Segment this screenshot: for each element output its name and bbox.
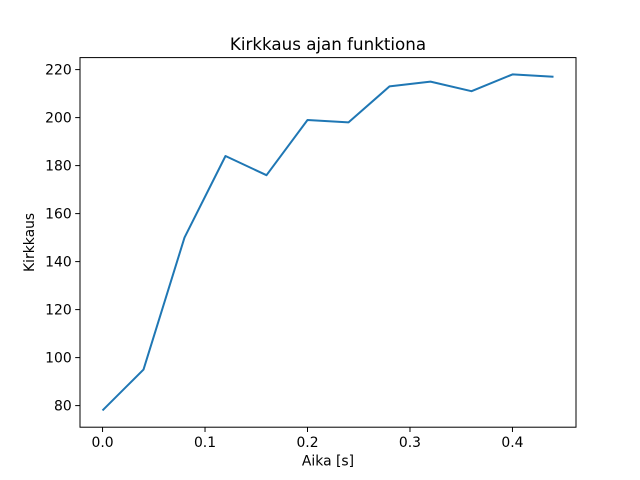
chart-title: Kirkkaus ajan funktiona [230,34,426,54]
y-axis-ticks: 80 100 120 140 160 180 200 220 [45,63,80,415]
y-tick-label: 100 [45,351,72,367]
x-axis-label: Aika [s] [302,454,354,470]
y-tick-label: 140 [45,255,72,271]
y-tick-label: 120 [45,303,72,319]
x-tick-label: 0.0 [91,435,113,451]
y-tick-label: 200 [45,111,72,127]
y-tick-label: 220 [45,63,72,79]
x-tick-label: 0.3 [399,435,421,451]
plot-frame [79,57,577,428]
x-tick-label: 0.2 [296,435,318,451]
data-series-line [101,73,554,412]
x-tick-label: 0.1 [194,435,216,451]
y-tick-label: 180 [45,159,72,175]
y-axis-label: Kirkkaus [22,213,38,272]
y-tick-label: 80 [54,399,72,415]
x-axis-ticks: 0.0 0.1 0.2 0.3 0.4 [91,427,524,451]
y-tick-label: 160 [45,207,72,223]
x-tick-label: 0.4 [501,435,523,451]
